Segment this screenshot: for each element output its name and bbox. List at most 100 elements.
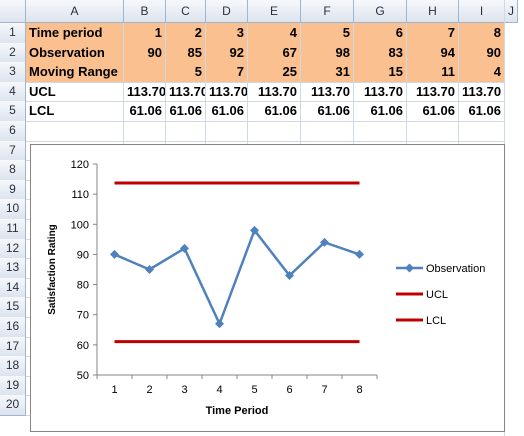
row-label[interactable]: Moving Range [26, 62, 124, 83]
y-tick-label: 80 [77, 280, 89, 292]
row-header-2[interactable]: 2 [0, 42, 26, 64]
data-point-4 [215, 319, 224, 329]
data-cell[interactable]: 113.70 [166, 81, 206, 103]
data-cell[interactable]: 113.70 [354, 81, 407, 103]
row-header-9[interactable]: 9 [0, 179, 26, 201]
data-cell[interactable]: 1 [124, 23, 166, 44]
y-tick-label: 110 [71, 189, 89, 201]
data-cell[interactable]: 6 [354, 23, 407, 44]
data-cell[interactable]: 31 [301, 62, 354, 83]
cell[interactable] [354, 121, 407, 142]
cell[interactable] [301, 121, 354, 142]
data-cell[interactable]: 61.06 [206, 101, 248, 122]
data-cell[interactable]: 61.06 [248, 101, 301, 122]
cell[interactable] [26, 121, 124, 142]
column-header-i[interactable]: I [459, 0, 505, 23]
column-header-b[interactable]: B [124, 0, 166, 23]
x-tick-label: 1 [111, 384, 117, 396]
column-header-j[interactable]: J [505, 0, 518, 23]
legend-label: UCL [426, 289, 448, 301]
y-tick-label: 70 [77, 310, 89, 322]
row-header-17[interactable]: 17 [0, 336, 26, 358]
data-cell[interactable]: 25 [248, 62, 301, 83]
data-cell[interactable]: 61.06 [166, 101, 206, 122]
legend-label: Observation [426, 263, 485, 275]
row-header-1[interactable]: 1 [0, 23, 26, 44]
x-tick-label: 3 [181, 384, 187, 396]
line-chart[interactable]: 50 60 70 80 90 100 110 120 1 2 3 4 5 6 7 8 Time Period Sa… [30, 144, 505, 432]
row-label[interactable]: UCL [26, 81, 124, 103]
row-label[interactable]: Time period [26, 23, 124, 44]
y-tick-label: 120 [71, 159, 89, 171]
column-header-a[interactable]: A [26, 0, 124, 23]
data-cell[interactable]: 98 [301, 42, 354, 64]
data-cell[interactable]: 90 [124, 42, 166, 64]
row-header-5[interactable]: 5 [0, 101, 26, 122]
data-cell[interactable]: 113.70 [124, 81, 166, 103]
data-cell[interactable] [124, 62, 166, 83]
row-header-19[interactable]: 19 [0, 375, 26, 397]
row-header-14[interactable]: 14 [0, 277, 26, 299]
data-cell[interactable]: 2 [166, 23, 206, 44]
column-header-c[interactable]: C [166, 0, 206, 23]
row-header-13[interactable]: 13 [0, 258, 26, 279]
data-cell[interactable]: 4 [248, 23, 301, 44]
series-line-observation [114, 227, 360, 327]
row-header-10[interactable]: 10 [0, 199, 26, 220]
column-header-e[interactable]: E [248, 0, 301, 23]
y-tick-label: 90 [77, 249, 89, 261]
column-header-h[interactable]: H [407, 0, 459, 23]
data-cell[interactable]: 113.70 [459, 81, 505, 103]
cell[interactable] [459, 121, 505, 142]
row-label[interactable]: LCL [26, 101, 124, 122]
data-cell[interactable]: 61.06 [407, 101, 459, 122]
cell[interactable] [407, 121, 459, 142]
data-cell[interactable]: 7 [407, 23, 459, 44]
data-cell[interactable]: 8 [459, 23, 505, 44]
row-header-11[interactable]: 11 [0, 219, 26, 240]
column-header-d[interactable]: D [206, 0, 248, 23]
data-cell[interactable]: 90 [459, 42, 505, 64]
data-cell[interactable]: 113.70 [301, 81, 354, 103]
data-cell[interactable]: 5 [301, 23, 354, 44]
chart-svg: 50 60 70 80 90 100 110 120 1 2 3 4 5 6 7 8 Time Period Sa… [47, 159, 485, 417]
row-header-7[interactable]: 7 [0, 140, 26, 162]
row-header-20[interactable]: 20 [0, 395, 26, 416]
data-cell[interactable]: 61.06 [124, 101, 166, 122]
row-header-15[interactable]: 15 [0, 297, 26, 318]
data-cell[interactable]: 61.06 [301, 101, 354, 122]
data-cell[interactable]: 4 [459, 62, 505, 83]
column-header-g[interactable]: G [354, 0, 407, 23]
row-header-3[interactable]: 3 [0, 62, 26, 83]
data-cell[interactable]: 61.06 [354, 101, 407, 122]
data-cell[interactable]: 3 [206, 23, 248, 44]
cell[interactable] [124, 121, 166, 142]
row-header-8[interactable]: 8 [0, 160, 26, 181]
data-cell[interactable]: 92 [206, 42, 248, 64]
y-tick-label: 100 [71, 219, 89, 231]
select-all-corner[interactable] [0, 0, 26, 23]
row-label[interactable]: Observation [26, 42, 124, 64]
data-cell[interactable]: 113.70 [248, 81, 301, 103]
cell[interactable] [166, 121, 206, 142]
row-header-16[interactable]: 16 [0, 317, 26, 338]
data-cell[interactable]: 61.06 [459, 101, 505, 122]
data-cell[interactable]: 11 [407, 62, 459, 83]
data-cell[interactable]: 94 [407, 42, 459, 64]
data-cell[interactable]: 5 [166, 62, 206, 83]
data-cell[interactable]: 7 [206, 62, 248, 83]
row-header-18[interactable]: 18 [0, 356, 26, 377]
data-cell[interactable]: 67 [248, 42, 301, 64]
data-cell[interactable]: 85 [166, 42, 206, 64]
data-cell[interactable]: 15 [354, 62, 407, 83]
data-cell[interactable]: 113.70 [407, 81, 459, 103]
legend-marker [405, 263, 414, 273]
row-header-6[interactable]: 6 [0, 121, 26, 142]
cell[interactable] [206, 121, 248, 142]
data-cell[interactable]: 83 [354, 42, 407, 64]
column-header-f[interactable]: F [301, 0, 354, 23]
data-cell[interactable]: 113.70 [206, 81, 248, 103]
cell[interactable] [248, 121, 301, 142]
row-header-4[interactable]: 4 [0, 81, 26, 103]
row-header-12[interactable]: 12 [0, 238, 26, 260]
